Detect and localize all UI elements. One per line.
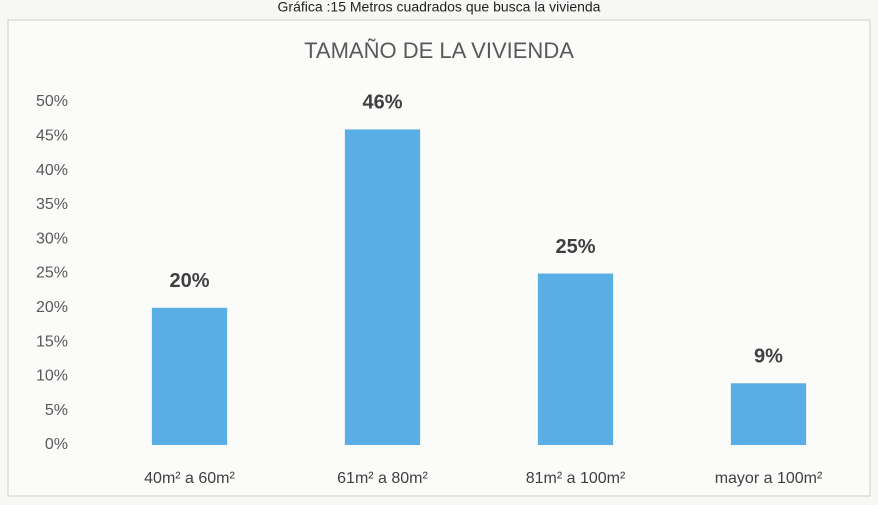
- y-tick-label: 0%: [45, 436, 68, 453]
- chart-title: TAMAÑO DE LA VIVIENDA: [304, 38, 574, 63]
- bar: [537, 273, 614, 445]
- y-tick-label: 5%: [45, 402, 68, 419]
- y-tick-label: 20%: [36, 299, 68, 316]
- y-tick-label: 25%: [36, 265, 68, 282]
- x-tick-label: 81m² a 100m²: [526, 470, 626, 487]
- bar: [730, 383, 807, 445]
- bar: [344, 129, 421, 445]
- y-tick-label: 50%: [36, 93, 68, 110]
- y-tick-label: 30%: [36, 230, 68, 247]
- data-label: 25%: [555, 236, 595, 258]
- data-label: 9%: [754, 346, 783, 368]
- y-tick-label: 40%: [36, 162, 68, 179]
- data-label: 20%: [169, 270, 209, 292]
- x-tick-label: 40m² a 60m²: [144, 470, 235, 487]
- bar: [151, 307, 228, 445]
- x-tick-label: 61m² a 80m²: [337, 470, 428, 487]
- y-tick-label: 35%: [36, 196, 68, 213]
- x-tick-label: mayor a 100m²: [715, 470, 823, 487]
- chart-frame: [7, 19, 871, 497]
- y-tick-label: 45%: [36, 128, 68, 145]
- y-tick-label: 10%: [36, 368, 68, 385]
- y-tick-label: 15%: [36, 333, 68, 350]
- data-label: 46%: [362, 92, 402, 114]
- chart-caption: Gráfica :15 Metros cuadrados que busca l…: [278, 0, 601, 15]
